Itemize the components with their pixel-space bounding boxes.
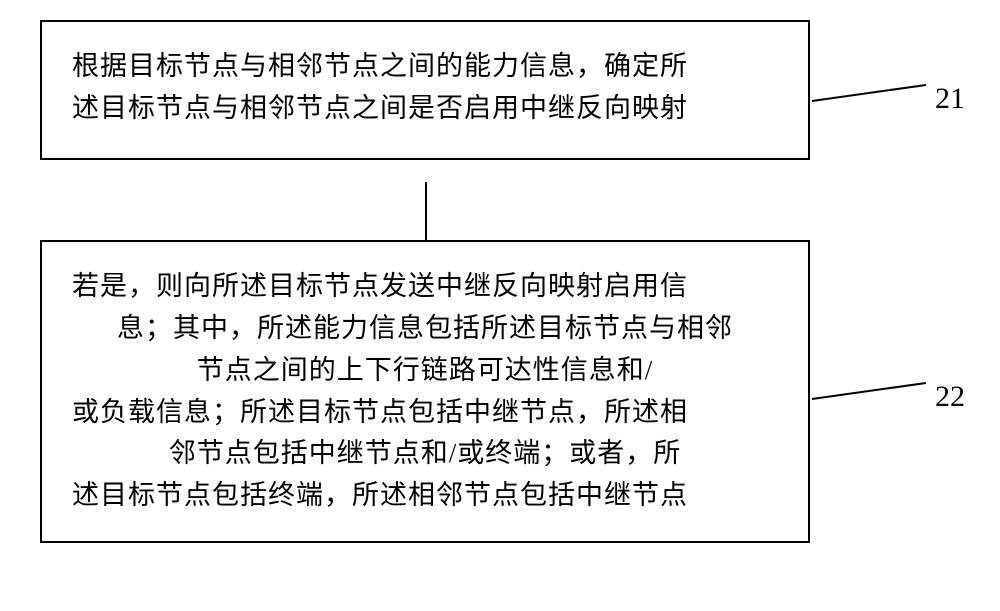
text-line: 若是，则向所述目标节点发送中继反向映射启用信 — [72, 266, 778, 308]
node-label-22: 22 — [935, 380, 965, 414]
label-connector-line — [812, 84, 926, 102]
node-text: 若是，则向所述目标节点发送中继反向映射启用信 息；其中，所述能力信息包括所述目标… — [72, 266, 778, 517]
text-line: 息；其中，所述能力信息包括所述目标节点与相邻 — [72, 308, 778, 350]
text-line: 述目标节点与相邻节点之间是否启用中继反向映射 — [72, 93, 688, 123]
text-line: 述目标节点包括终端，所述相邻节点包括中继节点 — [72, 475, 778, 517]
label-connector-line — [812, 382, 926, 400]
text-line: 节点之间的上下行链路可达性信息和/ — [72, 350, 778, 392]
text-line: 或负载信息；所述目标节点包括中继节点，所述相 — [72, 392, 778, 434]
text-line: 根据目标节点与相邻节点之间的能力信息，确定所 — [72, 51, 688, 81]
node-text: 根据目标节点与相邻节点之间的能力信息，确定所 述目标节点与相邻节点之间是否启用中… — [72, 46, 778, 130]
node-label-21: 21 — [935, 82, 965, 116]
flowchart-node-21: 根据目标节点与相邻节点之间的能力信息，确定所 述目标节点与相邻节点之间是否启用中… — [40, 20, 810, 160]
arrow-line — [425, 182, 427, 244]
flowchart-container: 根据目标节点与相邻节点之间的能力信息，确定所 述目标节点与相邻节点之间是否启用中… — [40, 20, 950, 543]
text-line: 邻节点包括中继节点和/或终端；或者，所 — [72, 433, 778, 475]
flowchart-node-22: 若是，则向所述目标节点发送中继反向映射启用信 息；其中，所述能力信息包括所述目标… — [40, 240, 810, 543]
